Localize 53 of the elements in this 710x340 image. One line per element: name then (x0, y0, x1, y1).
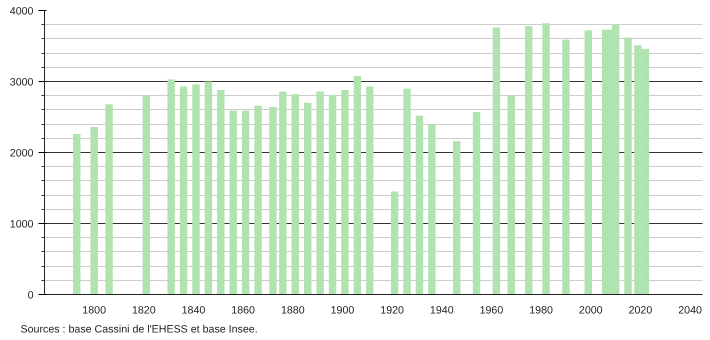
x-tick-label: 2040 (678, 304, 702, 316)
bar (180, 86, 188, 294)
bar (167, 79, 175, 294)
bar (524, 26, 532, 294)
bar (229, 110, 237, 294)
x-tick-label: 1800 (82, 304, 106, 316)
bar (341, 90, 349, 294)
x-tick-label: 2000 (578, 304, 603, 316)
x-tick-label: 1880 (280, 304, 305, 316)
bar (452, 141, 460, 294)
y-tick-label: 2000 (10, 148, 34, 160)
bar (142, 96, 150, 294)
bar (390, 192, 398, 294)
bar (73, 134, 81, 294)
x-tick-label: 1920 (380, 304, 404, 316)
bar (428, 124, 436, 294)
source-note: Sources : base Cassini de l'EHESS et base Insee. (20, 324, 258, 336)
x-tick-label: 1820 (132, 304, 156, 316)
bar (279, 91, 287, 294)
bar (562, 40, 570, 294)
y-tick-label: 4000 (10, 6, 34, 18)
bar (192, 84, 200, 294)
x-tick-label: 1860 (231, 304, 256, 316)
x-tick-label: 2020 (628, 304, 652, 316)
bar (254, 106, 262, 294)
bar (292, 94, 300, 294)
bar (316, 91, 324, 294)
bar (542, 23, 550, 294)
y-tick-label: 0 (28, 290, 34, 302)
bar (269, 107, 277, 294)
bar (204, 82, 212, 294)
bar (354, 76, 362, 294)
bar (492, 28, 500, 294)
bar (366, 86, 374, 294)
x-tick-label: 1840 (182, 304, 206, 316)
bar (624, 37, 632, 294)
bar (328, 94, 336, 294)
bar (304, 102, 312, 294)
x-tick-label: 1960 (480, 304, 504, 316)
bar (90, 126, 98, 294)
x-tick-label: 1940 (430, 304, 454, 316)
bar (416, 116, 424, 294)
y-tick-label: 3000 (10, 76, 34, 88)
x-tick-label: 1980 (529, 304, 554, 316)
bar (403, 88, 411, 294)
bar (217, 90, 225, 294)
bar (242, 110, 250, 294)
x-tick-label: 1900 (330, 304, 354, 316)
y-tick-label: 1000 (10, 218, 34, 230)
bar (584, 30, 592, 294)
bar (105, 104, 113, 294)
bar (508, 96, 516, 294)
bar (472, 112, 480, 294)
